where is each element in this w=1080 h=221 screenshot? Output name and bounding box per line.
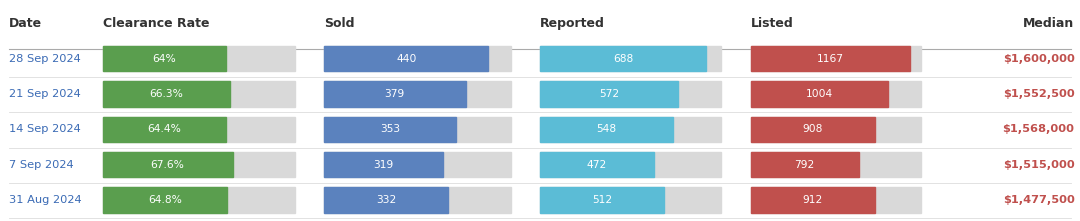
Text: 912: 912 (802, 195, 823, 205)
Bar (103, 117, 295, 142)
Text: Reported: Reported (540, 17, 605, 30)
Text: 548: 548 (596, 124, 617, 134)
Bar (103, 152, 295, 177)
Bar (540, 152, 721, 177)
Bar (751, 117, 921, 142)
Text: 67.6%: 67.6% (150, 160, 185, 170)
Text: 319: 319 (374, 160, 394, 170)
Text: 379: 379 (384, 89, 405, 99)
Bar (324, 117, 511, 142)
Bar (103, 46, 295, 71)
Bar (324, 152, 511, 177)
Bar (540, 152, 654, 177)
Bar (324, 152, 443, 177)
Bar (540, 46, 706, 71)
Text: 64.8%: 64.8% (148, 195, 181, 205)
Text: Listed: Listed (751, 17, 794, 30)
Text: 908: 908 (802, 124, 823, 134)
Text: 31 Aug 2024: 31 Aug 2024 (9, 195, 81, 205)
Text: $1,568,000: $1,568,000 (1002, 124, 1075, 134)
Bar (751, 117, 875, 142)
Bar (540, 46, 721, 71)
Bar (540, 81, 678, 107)
Bar (540, 117, 721, 142)
Bar (324, 81, 511, 107)
Bar (751, 152, 859, 177)
Text: 572: 572 (599, 89, 619, 99)
Text: 1004: 1004 (806, 89, 833, 99)
Bar (751, 187, 921, 213)
Text: $1,552,500: $1,552,500 (1003, 89, 1075, 99)
Text: 688: 688 (613, 53, 633, 64)
Text: $1,477,500: $1,477,500 (1002, 195, 1075, 205)
Bar (751, 81, 888, 107)
Text: 332: 332 (376, 195, 396, 205)
Text: 7 Sep 2024: 7 Sep 2024 (9, 160, 73, 170)
Bar (324, 46, 511, 71)
Text: Date: Date (9, 17, 42, 30)
Text: 28 Sep 2024: 28 Sep 2024 (9, 53, 80, 64)
Text: 66.3%: 66.3% (149, 89, 184, 99)
Text: $1,515,000: $1,515,000 (1003, 160, 1075, 170)
Text: 64%: 64% (152, 53, 176, 64)
Bar (751, 46, 910, 71)
Bar (540, 187, 721, 213)
Bar (103, 117, 227, 142)
Bar (324, 187, 511, 213)
Text: 64.4%: 64.4% (148, 124, 181, 134)
Bar (324, 46, 488, 71)
Text: 512: 512 (592, 195, 612, 205)
Bar (103, 187, 227, 213)
Bar (540, 81, 721, 107)
Bar (751, 46, 921, 71)
Text: 21 Sep 2024: 21 Sep 2024 (9, 89, 80, 99)
Bar (103, 187, 295, 213)
Text: 1167: 1167 (816, 53, 843, 64)
Text: 472: 472 (586, 160, 607, 170)
Text: Sold: Sold (324, 17, 354, 30)
Bar (751, 81, 921, 107)
Bar (751, 187, 875, 213)
Bar (540, 187, 664, 213)
Bar (103, 81, 295, 107)
Text: 14 Sep 2024: 14 Sep 2024 (9, 124, 80, 134)
Text: Clearance Rate: Clearance Rate (103, 17, 210, 30)
Bar (103, 152, 232, 177)
Bar (324, 81, 465, 107)
Bar (324, 187, 448, 213)
Text: 792: 792 (795, 160, 814, 170)
Bar (751, 152, 921, 177)
Text: $1,600,000: $1,600,000 (1002, 53, 1075, 64)
Bar (324, 117, 456, 142)
Text: 440: 440 (396, 53, 417, 64)
Bar (103, 46, 226, 71)
Text: Median: Median (1024, 17, 1075, 30)
Bar (540, 117, 673, 142)
Text: 353: 353 (380, 124, 400, 134)
Bar (103, 81, 230, 107)
